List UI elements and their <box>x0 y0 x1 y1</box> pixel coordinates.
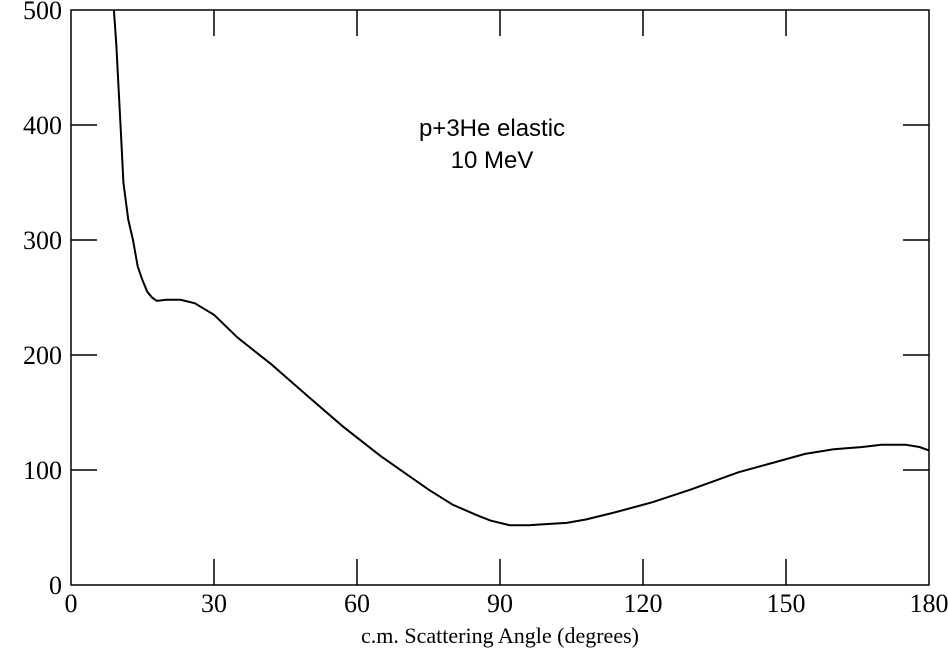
y-tick-label: 300 <box>23 226 62 255</box>
series-line <box>112 9 930 527</box>
x-tick-label: 60 <box>344 589 370 618</box>
x-tick-label: 30 <box>201 589 227 618</box>
x-tick-label: 90 <box>487 589 513 618</box>
x-tick-label: 150 <box>767 589 806 618</box>
annotation-title: p+3He elastic <box>419 115 565 142</box>
x-axis-title: c.m. Scattering Angle (degrees) <box>361 623 639 648</box>
x-tick-label: 180 <box>910 589 948 618</box>
y-tick-label: 200 <box>23 341 62 370</box>
plot-frame <box>70 9 930 586</box>
y-tick-label: 400 <box>23 111 62 140</box>
y-tick-label: 100 <box>23 456 62 485</box>
x-tick-label: 120 <box>624 589 663 618</box>
tick-labels: 0 30 60 90 120 150 180 0 100 200 300 400 500 <box>23 0 948 618</box>
annotation-energy: 10 MeV <box>451 147 534 174</box>
y-tick-label: 500 <box>23 0 62 25</box>
y-tick-label: 0 <box>49 571 62 600</box>
axis-ticks <box>71 10 929 585</box>
x-tick-label: 0 <box>65 589 78 618</box>
